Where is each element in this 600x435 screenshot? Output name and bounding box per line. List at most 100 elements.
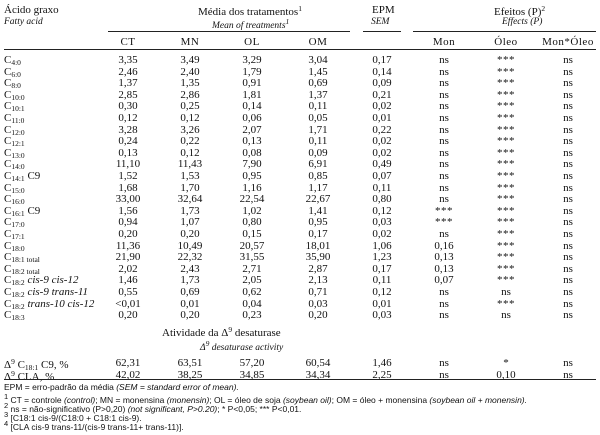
fatty-acid-subscript: 10:1 <box>11 104 25 113</box>
desaturase-0-cell-7: ns <box>563 357 573 369</box>
fatty-acid-11-row: C15:0 1,68 1,70 1,16 1,17 0,11 ns *** ns <box>0 182 600 195</box>
desaturase-0-row: Δ9 C18:1 C9, % 62,31 63,51 57,20 60,54 1,46 ns… <box>0 357 600 372</box>
subcol-header-2: OL <box>244 36 260 48</box>
fatty-acid-subscript: 17:0 <box>11 220 25 229</box>
fatty-acid-8-cell-5: ns <box>439 147 449 159</box>
delta-superscript: 9 <box>11 357 15 366</box>
fatty-acid-6-cell-3: 1,71 <box>308 124 328 136</box>
fatty-acid-base: C <box>4 286 12 298</box>
fatty-acid-19-cell-0: 1,46 <box>118 274 138 286</box>
fatty-acid-17-cell-3: 35,90 <box>305 251 331 263</box>
subcol-header-1: MN <box>180 36 200 48</box>
fatty-acid-16-cell-7: ns <box>563 240 573 252</box>
fatty-acid-5-cell-3: 0,05 <box>308 112 328 124</box>
fatty-acid-6-cell-7: ns <box>563 124 573 136</box>
fatty-acid-22-label: C18:3 <box>4 309 25 322</box>
fatty-acid-base: C <box>4 251 12 263</box>
fatty-acid-base: C <box>4 158 12 170</box>
fatty-acid-3-cell-7: ns <box>563 89 573 101</box>
fatty-acid-1-cell-3: 1,45 <box>308 66 328 78</box>
fatty-acid-7-row: C12:1 0,24 0,22 0,13 0,11 0,02 ns *** ns <box>0 135 600 148</box>
effects-underline <box>413 31 596 32</box>
fatty-acid-18-cell-7: ns <box>563 263 573 275</box>
fatty-acid-17-cell-2: 31,55 <box>239 251 265 263</box>
fatty-acid-base: C <box>4 240 12 252</box>
delta-symbol: Δ <box>4 371 12 383</box>
fatty-acid-2-cell-2: 0,91 <box>242 77 262 89</box>
fatty-acid-base: C <box>4 216 12 228</box>
fatty-acid-4-cell-6: *** <box>497 100 515 112</box>
fatty-acid-2-cell-7: ns <box>563 77 573 89</box>
fatty-acid-20-cell-3: 0,71 <box>308 286 328 298</box>
fatty-acid-15-cell-5: ns <box>439 228 449 240</box>
fatty-acid-19-cell-2: 2,05 <box>242 274 262 286</box>
fatty-acid-11-cell-0: 1,68 <box>118 182 138 194</box>
fatty-acid-21-cell-4: 0,01 <box>372 298 392 310</box>
fatty-acid-9-cell-6: *** <box>497 158 515 170</box>
fatty-acid-22-cell-5: ns <box>439 309 449 321</box>
fatty-acid-1-cell-6: *** <box>497 66 515 78</box>
desaturase-1-label: Δ9 CLA, % <box>4 369 54 383</box>
table-bottom-rule <box>4 379 596 380</box>
fatty-acid-3-row: C10:0 2,85 2,86 1,81 1,37 0,21 ns *** ns <box>0 89 600 102</box>
desaturase-1-cell-2: 34,85 <box>239 369 265 381</box>
fatty-acid-22-cell-3: 0,20 <box>308 309 328 321</box>
fatty-acid-9-cell-1: 11,43 <box>177 158 203 170</box>
fatty-acid-15-label: C17:1 <box>4 228 25 241</box>
fatty-acid-21-cell-7: ns <box>563 298 573 310</box>
fatty-acid-3-label: C10:0 <box>4 89 25 102</box>
fatty-acid-0-cell-7: ns <box>563 54 573 66</box>
fatty-acid-4-cell-3: 0,11 <box>308 100 328 112</box>
fatty-acid-15-cell-0: 0,20 <box>118 228 138 240</box>
fatty-acid-8-cell-4: 0,02 <box>372 147 392 159</box>
fatty-acid-13-cell-5: *** <box>435 205 453 217</box>
fatty-acid-base: C <box>4 89 12 101</box>
fatty-acid-2-label: C8:0 <box>4 77 21 90</box>
fatty-acid-header: Ácido graxo <box>4 4 59 16</box>
fatty-acid-base: C <box>4 135 12 147</box>
fatty-acid-4-cell-5: ns <box>439 100 449 112</box>
fatty-acid-header-en-label: Fatty acid <box>4 17 43 27</box>
fatty-acid-4-cell-2: 0,14 <box>242 100 262 112</box>
fatty-acid-9-row: C14:0 11,10 11,43 7,90 6,91 0,49 ns *** ns <box>0 158 600 171</box>
fatty-acid-base: C <box>4 309 12 321</box>
fatty-acid-11-cell-6: *** <box>497 182 515 194</box>
means-title-sup: 1 <box>298 4 302 13</box>
fatty-acid-14-cell-2: 0,80 <box>242 216 262 228</box>
fatty-acid-19-cell-4: 0,11 <box>372 274 392 286</box>
delta-superscript: 9 <box>11 369 15 378</box>
effects-header-en-label: Effects (P) <box>502 17 543 27</box>
fatty-acid-1-cell-4: 0,14 <box>372 66 392 78</box>
fatty-acid-header-en: Fatty acid <box>4 17 43 27</box>
fatty-acid-13-cell-6: *** <box>497 205 515 217</box>
effects-header-sup: 2 <box>541 4 546 13</box>
fatty-acid-9-cell-3: 6,91 <box>308 158 328 170</box>
fatty-acid-0-row: C4:0 3,35 3,49 3,29 3,04 0,17 ns *** ns <box>0 54 600 67</box>
fatty-acid-0-cell-3: 3,04 <box>308 54 328 66</box>
fatty-acid-21-label: C18:2 trans-10 cis-12 <box>4 298 94 311</box>
means-title: Média dos tratamentos1 <box>198 4 302 18</box>
effects-header: Efeitos (P)2 <box>494 4 545 18</box>
fatty-acid-1-cell-1: 2,40 <box>180 66 200 78</box>
fatty-acid-20-row: C18:2 cis-9 trans-11 0,55 0,69 0,62 0,71 0,12… <box>0 286 600 299</box>
fatty-acid-subscript: 15:0 <box>11 186 25 195</box>
footnote-2: 2 ns = não-significativo (P>0,20) (not s… <box>4 401 301 414</box>
fatty-acid-3-cell-3: 1,37 <box>308 89 328 101</box>
fatty-acid-15-cell-6: *** <box>497 228 515 240</box>
fatty-acid-4-cell-0: 0,30 <box>118 100 138 112</box>
fatty-acid-10-cell-2: 0,95 <box>242 170 262 182</box>
footnote-4: 4 [CLA cis-9 trans-11/(cis-9 trans-11+ t… <box>4 419 184 432</box>
fatty-acid-12-cell-0: 33,00 <box>115 193 141 205</box>
desaturase-0-cell-0: 62,31 <box>115 357 141 369</box>
fatty-acid-subscript: 18:3 <box>11 313 25 322</box>
fatty-acid-6-cell-2: 2,07 <box>242 124 262 136</box>
fatty-acid-7-cell-0: 0,24 <box>118 135 138 147</box>
footnote-1: 1 CT = controle (control); MN = monensin… <box>4 392 527 405</box>
epm-header: EPM <box>372 4 395 16</box>
fatty-acid-suffix: C9 <box>24 205 41 217</box>
fatty-acid-7-cell-1: 0,22 <box>180 135 200 147</box>
fatty-acid-10-cell-1: 1,53 <box>180 170 200 182</box>
desaturase-1-cell-5: ns <box>439 369 449 381</box>
fatty-acid-0-cell-4: 0,17 <box>372 54 392 66</box>
footnote-1-d: (monensin) <box>166 395 210 405</box>
